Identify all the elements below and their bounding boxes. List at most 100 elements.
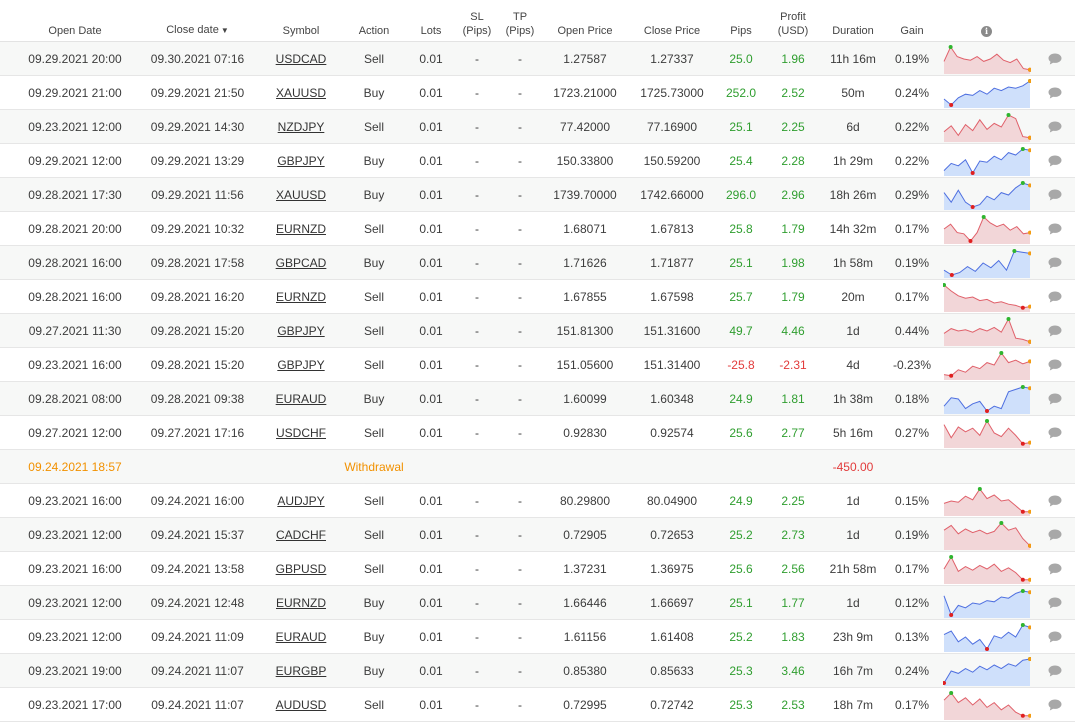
symbol-link[interactable]: GBPCAD: [275, 255, 327, 270]
profit-cell: 2.56: [766, 551, 820, 586]
header-close-price[interactable]: Close Price: [628, 0, 716, 42]
comment-icon[interactable]: [1048, 87, 1062, 99]
symbol-link[interactable]: CADCHF: [276, 527, 326, 542]
symbol-link[interactable]: GBPUSD: [275, 561, 327, 576]
open-price-cell: 1.66446: [542, 585, 628, 620]
sparkline-cell: [938, 517, 1035, 552]
gain-cell: 0.22%: [886, 109, 938, 144]
profit-cell: 2.25: [766, 483, 820, 518]
header-open-price[interactable]: Open Price: [542, 0, 628, 42]
comment-cell: [1035, 551, 1075, 586]
header-tp[interactable]: TP (Pips): [498, 0, 542, 42]
symbol-cell: GBPUSD: [260, 551, 342, 586]
gain-cell: 0.17%: [886, 211, 938, 246]
header-close-date[interactable]: Close date ▼: [135, 0, 260, 42]
lots-cell: 0.01: [406, 41, 456, 76]
open-date-cell: 09.23.2021 16:00: [15, 551, 135, 586]
comment-icon[interactable]: [1048, 121, 1062, 133]
symbol-link[interactable]: USDCAD: [275, 51, 327, 66]
symbol-link[interactable]: XAUUSD: [275, 85, 326, 100]
open-price-cell: 151.81300: [542, 313, 628, 348]
header-gain[interactable]: Gain: [886, 0, 938, 42]
symbol-link[interactable]: EURNZD: [276, 289, 326, 304]
symbol-link[interactable]: NZDJPY: [277, 119, 325, 134]
symbol-link[interactable]: EURAUD: [275, 629, 327, 644]
empty-cell: [498, 449, 542, 484]
comment-icon[interactable]: [1048, 223, 1062, 235]
tp-cell: -: [498, 551, 542, 586]
comment-icon[interactable]: [1048, 563, 1062, 575]
sl-cell: -: [456, 585, 498, 620]
comment-icon[interactable]: [1048, 631, 1062, 643]
comment-icon[interactable]: [1048, 325, 1062, 337]
comment-icon[interactable]: [1048, 189, 1062, 201]
duration-cell: 18h 26m: [820, 177, 886, 212]
comment-icon[interactable]: [1048, 393, 1062, 405]
symbol-link[interactable]: AUDUSD: [275, 697, 327, 712]
header-duration[interactable]: Duration: [820, 0, 886, 42]
comment-icon[interactable]: [1048, 529, 1062, 541]
symbol-link[interactable]: EURGBP: [275, 663, 327, 678]
pips-cell: 25.1: [716, 245, 766, 280]
sparkline-min-dot: [1020, 441, 1025, 446]
comment-icon[interactable]: [1048, 495, 1062, 507]
comment-icon[interactable]: [1048, 291, 1062, 303]
open-price-cell: 1.71626: [542, 245, 628, 280]
profit-sparkline: [943, 622, 1031, 652]
duration-cell: 4d: [820, 347, 886, 382]
header-open-date[interactable]: Open Date: [15, 0, 135, 42]
row-spacer: [0, 41, 15, 76]
pips-cell: 25.2: [716, 619, 766, 654]
comment-icon[interactable]: [1048, 155, 1062, 167]
header-profit[interactable]: Profit (USD): [766, 0, 820, 42]
table-row: 09.27.2021 12:00 09.27.2021 17:16 USDCHF Se…: [0, 415, 1075, 450]
lots-cell: 0.01: [406, 687, 456, 722]
header-action[interactable]: Action: [342, 0, 406, 42]
symbol-link[interactable]: GBPJPY: [277, 323, 325, 338]
sparkline-area: [943, 488, 1030, 516]
symbol-link[interactable]: XAUUSD: [275, 187, 326, 202]
symbol-link[interactable]: USDCHF: [276, 425, 326, 440]
profit-cell: -450.00: [820, 449, 886, 484]
symbol-link[interactable]: GBPJPY: [277, 153, 325, 168]
symbol-link[interactable]: EURNZD: [276, 595, 326, 610]
symbol-link[interactable]: AUDJPY: [277, 493, 325, 508]
duration-cell: 5h 16m: [820, 415, 886, 450]
symbol-link[interactable]: EURAUD: [275, 391, 327, 406]
header-symbol[interactable]: Symbol: [260, 0, 342, 42]
header-lots[interactable]: Lots: [406, 0, 456, 42]
close-date-cell: 09.28.2021 15:20: [135, 347, 260, 382]
symbol-link[interactable]: GBPJPY: [277, 357, 325, 372]
header-sl[interactable]: SL (Pips): [456, 0, 498, 42]
header-pips[interactable]: Pips: [716, 0, 766, 42]
close-price-cell: 0.72742: [628, 687, 716, 722]
empty-cell: [766, 449, 820, 484]
profit-cell: 1.79: [766, 211, 820, 246]
comment-icon[interactable]: [1048, 257, 1062, 269]
sparkline-line: [943, 284, 1030, 308]
profit-cell: 1.79: [766, 279, 820, 314]
action-cell: Buy: [342, 143, 406, 178]
comment-icon[interactable]: [1048, 53, 1062, 65]
sparkline-last-dot: [1027, 67, 1031, 72]
sparkline-cell: [938, 381, 1035, 416]
comment-icon[interactable]: [1048, 699, 1062, 711]
open-date-cell: 09.23.2021 16:00: [15, 483, 135, 518]
open-price-cell: 0.85380: [542, 653, 628, 688]
comment-icon[interactable]: [1048, 427, 1062, 439]
symbol-link[interactable]: EURNZD: [276, 221, 326, 236]
close-date-cell: 09.30.2021 07:16: [135, 41, 260, 76]
comment-icon[interactable]: [1048, 359, 1062, 371]
comment-icon[interactable]: [1048, 665, 1062, 677]
sparkline-cell: [938, 551, 1035, 586]
close-price-cell: 151.31400: [628, 347, 716, 382]
info-icon[interactable]: i: [981, 26, 992, 37]
close-date-cell: 09.29.2021 10:32: [135, 211, 260, 246]
table-row: 09.28.2021 08:00 09.28.2021 09:38 EURAUD Bu…: [0, 381, 1075, 416]
comment-icon[interactable]: [1048, 597, 1062, 609]
close-date-cell: 09.24.2021 12:48: [135, 585, 260, 620]
profit-cell: 2.77: [766, 415, 820, 450]
lots-cell: 0.01: [406, 347, 456, 382]
close-price-cell: 1.61408: [628, 619, 716, 654]
